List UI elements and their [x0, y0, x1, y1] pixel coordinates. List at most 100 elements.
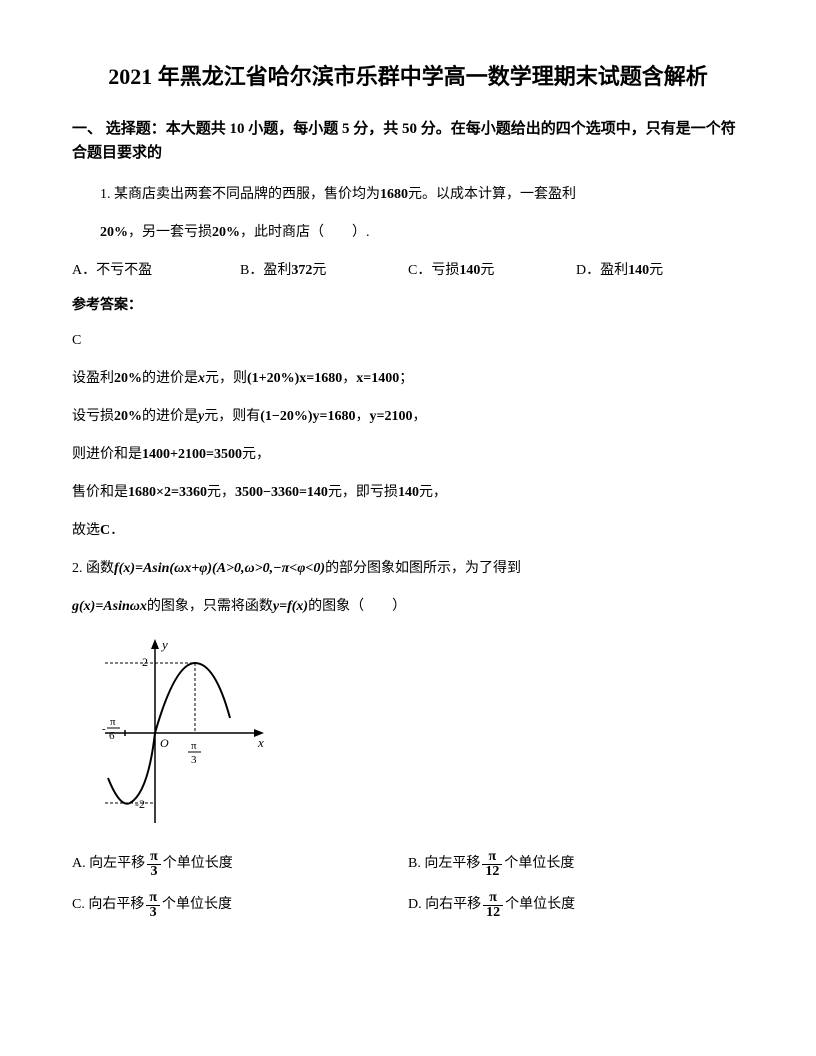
q2-optB: B. 向左平移 π12 个单位长度 [408, 849, 744, 880]
q1-line1: 1. 某商店卖出两套不同品牌的西服，售价均为1680元。以成本计算，一套盈利 [72, 181, 744, 209]
q1-optB-val: 372 [291, 263, 312, 278]
sol3-post: 元， [242, 447, 270, 462]
frac-den: 12 [483, 906, 503, 920]
frac-den: 3 [146, 906, 160, 920]
sol2-mid: 的进价是 [142, 409, 198, 424]
q2-optC-pre: C. 向右平移 [72, 890, 144, 921]
frac-num: π [482, 850, 502, 865]
frac-pi-12-b: π12 [482, 850, 502, 879]
q2-l2-post: 的图象（ ） [308, 599, 406, 614]
q2-optA: A. 向左平移 π3 个单位长度 [72, 849, 408, 880]
q2-optB-post: 个单位长度 [504, 849, 574, 880]
svg-text:6: 6 [109, 730, 115, 742]
q1-optC-post: 元 [480, 263, 494, 278]
q2-func2: g(x)=Asinωx [72, 599, 147, 614]
q2-options-row1: A. 向左平移 π3 个单位长度 B. 向左平移 π12 个单位长度 [72, 849, 744, 880]
q1-sol1: 设盈利20%的进价是x元，则(1+20%)x=1680，x=1400； [72, 365, 744, 393]
sol2-c: ， [356, 409, 370, 424]
q1-optC: C．亏损140元 [408, 257, 576, 285]
q1-optB-pre: B．盈利 [240, 263, 291, 278]
q2-optA-pre: A. 向左平移 [72, 849, 145, 880]
sol1-eq1: (1+20%)x=1680 [247, 371, 342, 386]
sol2-pre: 设亏损 [72, 409, 114, 424]
sol3-pre: 则进价和是 [72, 447, 142, 462]
q1-optD-pre: D．盈利 [576, 263, 628, 278]
q2-optD: D. 向右平移 π12 个单位长度 [408, 890, 744, 921]
svg-text:π: π [110, 716, 116, 728]
q1-optD-post: 元 [649, 263, 663, 278]
q2-options-row2: C. 向右平移 π3 个单位长度 D. 向右平移 π12 个单位长度 [72, 890, 744, 921]
q1-l2-mid: ，另一套亏损 [128, 225, 212, 240]
sol2-eq2: y=2100 [370, 409, 413, 424]
section-heading: 一、 选择题：本大题共 10 小题，每小题 5 分，共 50 分。在每小题给出的… [72, 117, 744, 165]
q2-optC: C. 向右平移 π3 个单位长度 [72, 890, 408, 921]
q1-l2-v1: 20% [100, 225, 128, 240]
q1-line2: 20%，另一套亏损20%，此时商店（ ）. [72, 219, 744, 247]
q2-optC-post: 个单位长度 [162, 890, 232, 921]
x-axis-label: x [257, 735, 264, 750]
q1-optD: D．盈利140元 [576, 257, 744, 285]
q1-optC-val: 140 [459, 263, 480, 278]
frac-den: 3 [147, 865, 161, 879]
q2-optA-post: 个单位长度 [163, 849, 233, 880]
q2-optB-pre: B. 向左平移 [408, 849, 480, 880]
sol2-yuan: 元，则有 [204, 409, 260, 424]
sol1-pre: 设盈利 [72, 371, 114, 386]
q2-graph: y x O 2 -2 π 6 - π 3 [100, 633, 270, 833]
q1-optB: B．盈利372元 [240, 257, 408, 285]
q1-sol2: 设亏损20%的进价是y元，则有(1−20%)y=1680，y=2100， [72, 403, 744, 431]
frac-pi-3-c: π3 [146, 891, 160, 920]
q1-sol4: 售价和是1680×2=3360元，3500−3360=140元，即亏损140元， [72, 479, 744, 507]
q1-sol5: 故选C． [72, 517, 744, 545]
sol4-pre: 售价和是 [72, 485, 128, 500]
sol5-post: ． [110, 523, 124, 538]
sol5-ans: C [100, 523, 110, 538]
q1-val1: 1680 [380, 187, 408, 202]
frac-num: π [483, 891, 503, 906]
sol1-semi: ； [399, 371, 413, 386]
frac-pi-12-d: π12 [483, 891, 503, 920]
sol1-mid: 的进价是 [142, 371, 198, 386]
sol1-yuan: 元，则 [205, 371, 247, 386]
sol2-eq1: (1−20%)y=1680 [260, 409, 355, 424]
sol1-eq2: x=1400 [356, 371, 399, 386]
q2-func1: f(x)=Asin(ωx+φ)(A>0,ω>0,−π<φ<0) [114, 561, 325, 576]
sol4-mid2: 元，即亏损 [328, 485, 398, 500]
sol4-post: 元， [419, 485, 447, 500]
q2-l1-post: 的部分图象如图所示，为了得到 [325, 561, 521, 576]
origin-label: O [160, 736, 169, 750]
q1-options: A．不亏不盈 B．盈利372元 C．亏损140元 D．盈利140元 [72, 257, 744, 285]
sol4-val: 140 [398, 485, 419, 500]
q2-l1-pre: 2. 函数 [72, 561, 114, 576]
q2-func3: y=f(x) [273, 599, 308, 614]
q1-l1-pre: 1. 某商店卖出两套不同品牌的西服，售价均为 [100, 187, 380, 202]
q1-answer: C [72, 327, 744, 355]
q1-optD-val: 140 [628, 263, 649, 278]
q2-optD-post: 个单位长度 [505, 890, 575, 921]
sol5-pre: 故选 [72, 523, 100, 538]
sine-graph-icon: y x O 2 -2 π 6 - π 3 [100, 633, 270, 833]
frac-num: π [146, 891, 160, 906]
sol2-end: ， [412, 409, 426, 424]
frac-pi-3-a: π3 [147, 850, 161, 879]
q2-line2: g(x)=Asinωx的图象，只需将函数y=f(x)的图象（ ） [72, 593, 744, 621]
sol4-eq1: 1680×2=3360 [128, 485, 207, 500]
frac-num: π [147, 850, 161, 865]
q2-line1: 2. 函数f(x)=Asin(ωx+φ)(A>0,ω>0,−π<φ<0)的部分图… [72, 555, 744, 583]
svg-text:π: π [191, 740, 197, 752]
sol4-eq2: 3500−3360=140 [235, 485, 328, 500]
page-title: 2021 年黑龙江省哈尔滨市乐群中学高一数学理期末试题含解析 [72, 60, 744, 93]
q2-optD-pre: D. 向右平移 [408, 890, 481, 921]
sol1-c: ， [342, 371, 356, 386]
q1-sol3: 则进价和是1400+2100=3500元， [72, 441, 744, 469]
q1-optB-post: 元 [312, 263, 326, 278]
sol1-var: x [198, 371, 205, 386]
sol2-v: 20% [114, 409, 142, 424]
q1-l1-post: 元。以成本计算，一套盈利 [408, 187, 576, 202]
trough-y-label: -2 [135, 797, 145, 811]
sol4-mid: 元， [207, 485, 235, 500]
sol1-v: 20% [114, 371, 142, 386]
q1-optC-pre: C．亏损 [408, 263, 459, 278]
q2-l2-mid: 的图象，只需将函数 [147, 599, 273, 614]
y-axis-label: y [160, 637, 168, 652]
